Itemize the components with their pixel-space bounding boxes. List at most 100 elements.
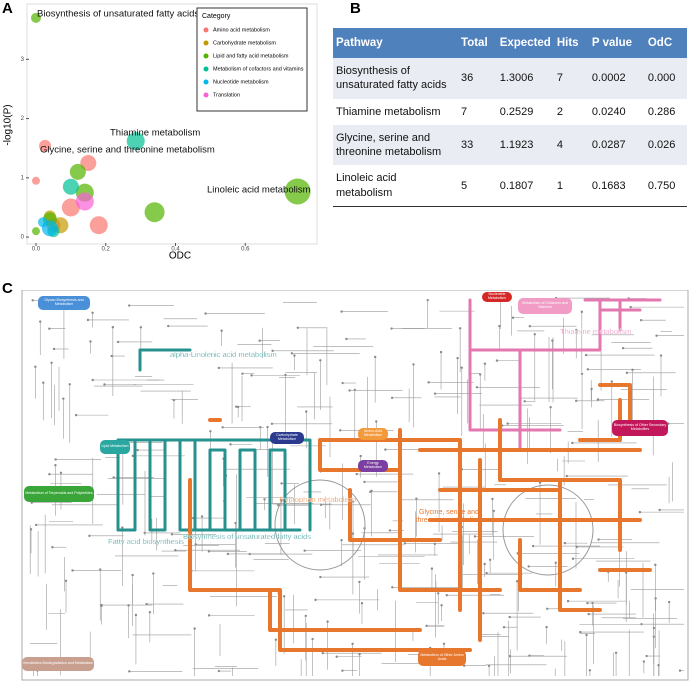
module-label-box: Amino Acid Metabolism: [364, 429, 382, 437]
map-node: [403, 542, 407, 545]
legend-swatch: [203, 53, 209, 59]
y-tick-label: 0: [21, 235, 25, 241]
module-label: Energy Metabolism: [363, 461, 383, 469]
x-tick-label: 0.0: [32, 247, 41, 253]
legend-label: Metabolism of cofactors and vitamins: [213, 66, 304, 72]
map-node: [235, 405, 238, 408]
map-node: [437, 592, 440, 595]
module-label-box: Nucleotide Metabolism: [488, 292, 506, 300]
map-node: [34, 365, 37, 368]
map-node: [74, 413, 78, 417]
pathway-label: Thiamine metabolism: [560, 327, 631, 336]
legend-label: Translation: [213, 92, 240, 98]
map-node: [139, 326, 143, 329]
map-node: [678, 669, 682, 672]
bubble: [126, 132, 145, 151]
table-cell: Glycine, serine and threonine metabolism: [333, 124, 459, 166]
pathway-label: Biosynthesis of unsaturated fatty acids: [183, 532, 311, 541]
map-node: [488, 558, 492, 561]
map-node: [483, 562, 486, 566]
module-box: [612, 420, 668, 436]
map-node: [587, 612, 590, 616]
map-node: [110, 354, 113, 358]
column-header: Expected: [496, 28, 554, 58]
map-node: [351, 500, 355, 503]
map-node: [221, 426, 224, 429]
bubble: [69, 163, 86, 180]
table-cell: 7: [553, 58, 589, 99]
map-node: [584, 353, 588, 357]
bubble: [61, 198, 80, 217]
map-node: [112, 476, 115, 479]
y-tick-label: 3: [21, 57, 25, 63]
map-node: [335, 655, 338, 658]
pathway-label-box: Glycine, serine and threonine metabolism: [416, 509, 483, 524]
table-row: Linoleic acid metabolism 5 0.1807 1 0.1683 0.…: [333, 165, 687, 208]
map-node: [566, 599, 570, 603]
map-node: [580, 372, 584, 375]
table-row: Biosynthesis of unsaturated fatty acids 3…: [333, 58, 687, 99]
table-cell: 0.1807: [496, 165, 554, 208]
map-node: [445, 594, 448, 597]
table-row: Thiamine metabolism 7 0.2529 2 0.0240 0.286: [333, 99, 687, 125]
legend-swatch: [203, 40, 209, 46]
map-node: [131, 573, 134, 577]
legend-label: Amino acid metabolism: [213, 27, 270, 33]
pathway-highlight: [116, 348, 312, 532]
table-cell: 1: [553, 165, 589, 208]
map-node: [487, 664, 491, 668]
map-node: [229, 443, 232, 446]
map-node: [508, 615, 511, 619]
module-label: Lipid Metabolism: [101, 444, 129, 449]
map-node: [284, 373, 287, 377]
map-node: [658, 508, 661, 512]
map-node: [554, 561, 557, 564]
map-node: [304, 614, 307, 618]
map-node: [473, 535, 477, 538]
module-label-box: Glycan Biosynthesis and Metabolism: [44, 298, 83, 306]
map-node: [515, 580, 519, 583]
map-node: [174, 549, 177, 552]
map-node: [475, 386, 479, 389]
table-cell: 0.286: [647, 105, 676, 118]
map-node: [128, 304, 131, 307]
bubble: [80, 155, 97, 172]
map-node: [266, 425, 269, 429]
map-node: [296, 326, 300, 329]
map-node: [358, 653, 361, 656]
map-node: [549, 406, 552, 409]
map-node: [131, 454, 135, 458]
map-node: [167, 324, 170, 328]
bubble: [62, 178, 79, 195]
map-node: [390, 327, 393, 330]
map-node: [345, 337, 348, 341]
map-node: [263, 498, 266, 501]
map-node: [91, 311, 94, 314]
table-cell: 0.1683: [588, 165, 645, 208]
map-node: [51, 546, 54, 549]
map-node: [145, 602, 148, 606]
table-cell: 4: [553, 124, 589, 166]
map-node: [575, 328, 578, 332]
map-node: [528, 325, 532, 328]
module-box: [100, 440, 130, 454]
map-node: [360, 601, 364, 605]
map-node: [629, 305, 632, 309]
map-node: [314, 598, 317, 602]
map-node: [311, 637, 314, 641]
map-node: [575, 545, 579, 549]
legend-swatch: [203, 27, 209, 33]
map-node: [528, 654, 531, 657]
map-node: [128, 670, 131, 673]
map-node: [654, 563, 657, 567]
map-node: [388, 529, 392, 532]
map-node: [655, 334, 658, 337]
map-node: [351, 532, 355, 535]
module-label-box: Metabolism of Terpenoids and Polyketides: [25, 491, 92, 495]
map-node: [591, 601, 594, 605]
map-node: [170, 533, 174, 536]
map-node: [193, 627, 196, 630]
table-cell: Linoleic acid metabolism: [333, 165, 459, 208]
map-node: [657, 663, 660, 667]
map-node: [136, 448, 139, 452]
